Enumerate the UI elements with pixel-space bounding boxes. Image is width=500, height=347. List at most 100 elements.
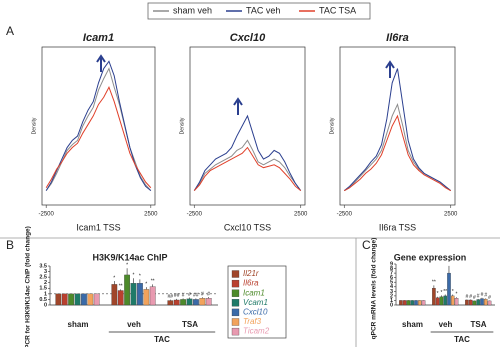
y-tick-label: 3 — [44, 269, 47, 275]
y-tick-label: 3 — [390, 289, 393, 295]
x-tick-label: -2500 — [39, 212, 55, 218]
legend-label: Il6ra — [243, 279, 259, 288]
bar — [81, 293, 87, 306]
plot-frame — [189, 46, 306, 206]
bar — [173, 299, 180, 306]
bar — [418, 300, 422, 306]
panel-letter: B — [6, 238, 14, 252]
bar — [180, 299, 186, 306]
density-line — [193, 114, 302, 191]
significance-mark: * — [139, 274, 141, 280]
density-line — [45, 60, 152, 192]
bar — [406, 300, 411, 306]
bar — [487, 300, 492, 306]
y-tick-label: 5 — [390, 280, 393, 286]
bar — [93, 293, 100, 306]
significance-mark: ** — [432, 280, 436, 286]
density-line — [193, 139, 302, 191]
bar — [484, 298, 488, 306]
significance-mark: * — [437, 291, 439, 297]
y-axis-label: Density — [179, 117, 185, 134]
x-axis-label: Icam1 TSS — [76, 222, 120, 232]
y-tick-label: 0.5 — [39, 297, 47, 303]
bar — [167, 300, 174, 306]
arrow — [96, 54, 106, 72]
bar — [468, 299, 473, 306]
x-tick-label: -2500 — [187, 212, 203, 218]
bar — [399, 300, 403, 306]
x-tick-label: -2500 — [337, 212, 353, 218]
density-line — [45, 67, 152, 191]
bar — [55, 293, 62, 306]
y-axis-label: Density — [329, 117, 335, 134]
bar — [74, 293, 81, 306]
significance-mark: # — [477, 293, 480, 299]
y-axis-label: qPCR mRNA levels (fold change) — [371, 238, 378, 340]
x-tick-label: veh — [439, 320, 453, 329]
legend-swatch — [231, 289, 240, 297]
significance-mark: # — [481, 292, 484, 298]
plot-title: Icam1 — [83, 32, 114, 44]
y-tick-label: 1.5 — [39, 286, 47, 292]
bar — [186, 298, 193, 306]
y-axis-label: qPCR for H3K9/K14ac ChIP (fold change) — [25, 226, 32, 347]
legend-box — [147, 2, 371, 20]
significance-mark: * — [452, 289, 454, 295]
chart-title: H3K9/K14ac ChIP — [92, 252, 167, 262]
x-tick-label: veh — [127, 320, 141, 329]
y-tick-label: 0 — [44, 302, 47, 308]
panel-letter: C — [362, 238, 371, 252]
y-tick-label: 1 — [44, 291, 47, 297]
legend-swatch — [231, 308, 240, 317]
bar — [443, 295, 447, 306]
significance-mark: ## — [174, 293, 180, 299]
plot-frame — [41, 46, 156, 206]
legend-swatch — [231, 327, 240, 336]
bar — [111, 284, 118, 306]
bar — [476, 299, 480, 306]
y-tick-label: 4 — [390, 284, 394, 290]
y-tick-label: 8 — [390, 266, 393, 272]
x-tick-label: sham — [402, 320, 423, 329]
significance-mark: # — [207, 291, 210, 297]
legend-label: Traf3 — [243, 317, 262, 326]
density-line — [343, 68, 452, 192]
y-tick-label: 1 — [390, 298, 393, 304]
x-tick-label: 2500 — [294, 212, 308, 218]
group-label: TAC — [454, 335, 470, 344]
y-tick-label: 7 — [390, 271, 393, 277]
bar — [421, 300, 426, 306]
bar — [199, 298, 206, 306]
bar — [68, 293, 74, 306]
bar — [480, 298, 484, 306]
plot-title: Cxcl10 — [230, 32, 266, 44]
x-tick-label: 2500 — [144, 212, 158, 218]
legend-swatch — [231, 270, 240, 278]
plot-frame — [339, 46, 456, 206]
significance-mark: # — [201, 292, 204, 298]
chart-title: Gene expression — [394, 252, 467, 262]
bar — [410, 300, 414, 306]
x-tick-label: 2500 — [444, 212, 458, 218]
bar — [117, 290, 124, 306]
significance-mark: * — [126, 263, 128, 269]
x-tick-label: TSA — [471, 320, 487, 329]
plot-title: Il6ra — [386, 32, 409, 44]
y-tick-label: 2 — [44, 280, 47, 286]
density-line — [344, 114, 451, 192]
legend-label: TAC TSA — [319, 5, 356, 15]
y-tick-label: 6 — [390, 275, 393, 281]
significance-mark: # — [465, 294, 468, 300]
significance-mark: ## — [193, 293, 199, 299]
bar — [149, 286, 156, 306]
group-label: TAC — [154, 335, 170, 344]
arrow — [385, 60, 395, 78]
bar — [454, 298, 459, 306]
legend-swatch — [231, 299, 240, 307]
significance-mark: * — [113, 275, 115, 281]
bar — [414, 300, 418, 306]
legend-swatch — [231, 279, 240, 288]
bar — [432, 287, 436, 306]
y-tick-label: 2 — [390, 293, 393, 299]
